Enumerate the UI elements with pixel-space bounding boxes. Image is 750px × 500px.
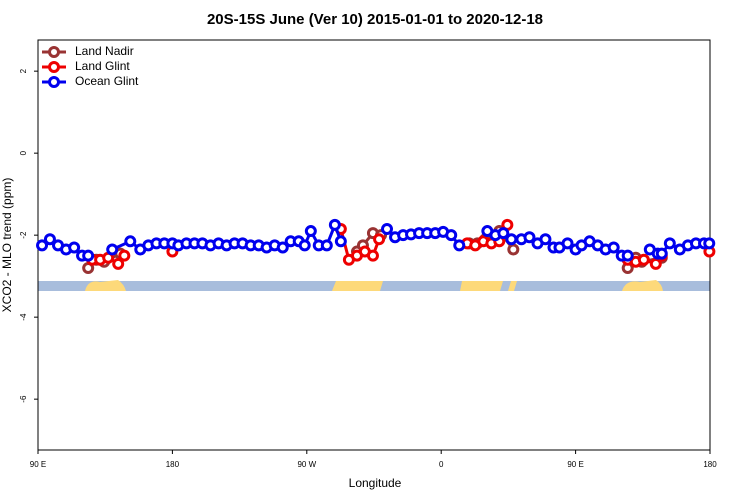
data-point <box>497 227 510 240</box>
data-point <box>36 239 49 252</box>
x-tick-label: 90 E <box>567 460 583 469</box>
data-point <box>112 257 125 270</box>
data-point <box>82 249 95 262</box>
data-point <box>507 243 520 256</box>
land-patch <box>85 280 126 291</box>
legend-label: Land Nadir <box>75 44 134 58</box>
data-point <box>118 249 131 262</box>
y-tick-label: -6 <box>19 395 28 403</box>
legend-label: Ocean Glint <box>75 74 139 88</box>
data-point <box>703 237 716 250</box>
data-point <box>523 231 536 244</box>
data-point <box>380 223 393 236</box>
y-tick-label: 0 <box>19 150 28 155</box>
data-point <box>106 243 119 256</box>
land-patch <box>460 281 517 291</box>
data-point <box>366 249 379 262</box>
legend-marker <box>48 46 60 58</box>
data-point <box>663 237 676 250</box>
data-point <box>373 233 386 246</box>
x-tick-label: 90 E <box>30 460 46 469</box>
data-point <box>298 239 311 252</box>
x-tick-label: 90 W <box>297 460 316 469</box>
land-patch <box>622 280 663 291</box>
data-point <box>539 233 552 246</box>
x-tick-label: 180 <box>166 460 180 469</box>
data-point <box>655 247 668 260</box>
data-point <box>649 257 662 270</box>
legend-marker <box>48 61 60 73</box>
y-axis-label: XCO2 - MLO trend (ppm) <box>0 178 14 313</box>
x-tick-label: 0 <box>439 460 444 469</box>
data-point <box>505 233 518 246</box>
x-tick-label: 180 <box>703 460 717 469</box>
land-patch <box>332 281 383 291</box>
data-point <box>320 239 333 252</box>
data-point <box>637 253 650 266</box>
data-point <box>124 235 137 248</box>
data-point <box>621 249 634 262</box>
data-point <box>334 235 347 248</box>
data-point <box>445 229 458 242</box>
data-point <box>607 241 620 254</box>
data-point <box>276 241 289 254</box>
legend-label: Land Glint <box>75 59 130 73</box>
data-point <box>561 237 574 250</box>
legend-marker <box>48 76 60 88</box>
y-tick-label: -4 <box>19 313 28 321</box>
data-point <box>453 239 466 252</box>
data-point <box>43 233 56 246</box>
chart-title: 20S-15S June (Ver 10) 2015-01-01 to 2020… <box>207 11 543 28</box>
data-point <box>304 225 317 238</box>
data-point <box>328 218 341 231</box>
x-axis-label: Longitude <box>349 476 402 490</box>
y-tick-label: 2 <box>19 68 28 73</box>
data-point <box>68 241 81 254</box>
y-tick-label: -2 <box>19 231 28 239</box>
land-mask <box>38 280 710 291</box>
